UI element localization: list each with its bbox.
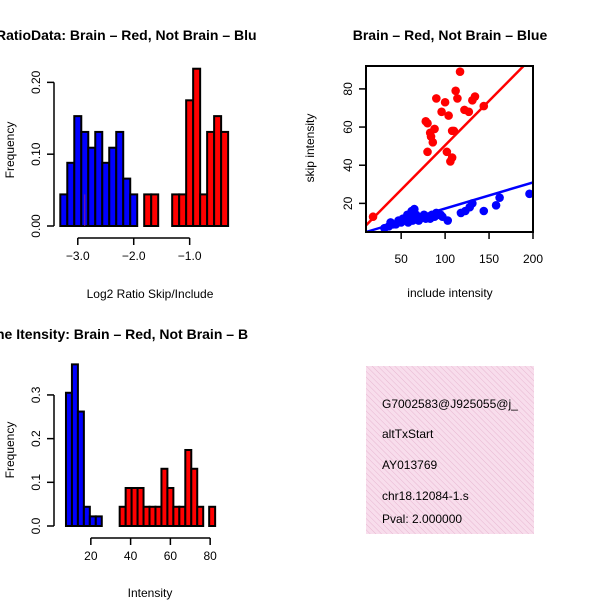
- scatter-point-brain-15: [447, 126, 457, 136]
- scatter-y-tick-label-3: 80: [341, 82, 355, 96]
- hist1-bar-brain-6: [199, 193, 209, 227]
- scatter-x-tick-label-2: 150: [479, 252, 499, 266]
- scatter-plot-area: [366, 66, 533, 232]
- intensity-histogram-title: ne Itensity: Brain – Red, Not Brain – B: [0, 326, 248, 342]
- hist1-bar-not-brain-1: [66, 161, 76, 228]
- hist3-bar-not-brain-2: [76, 410, 85, 527]
- scatter-point-brain-24: [423, 147, 432, 157]
- hist1-y-tick-label-1: 0.10: [29, 142, 43, 166]
- ratio-x-axis-label: Log2 Ratio Skip/Include: [87, 287, 214, 301]
- hist3-bar-not-brain-5: [94, 515, 103, 527]
- info-line-cluster: chr18.12084-1.s: [382, 489, 469, 503]
- hist3-y-tick-label-1: 0.1: [29, 474, 43, 491]
- hist1-bar-not-brain-0: [59, 193, 69, 227]
- hist3-bar-brain-14: [208, 505, 217, 528]
- scatter-point-not-brain-39: [525, 189, 533, 199]
- ratio-axes: −3.0 −2.0 −1.0 0.00 0.10 0.20: [29, 70, 202, 263]
- hist1-bar-brain-3: [178, 193, 188, 227]
- scatter-point-brain-18: [453, 94, 462, 103]
- scatter-point-not-brain-37: [491, 200, 501, 210]
- hist3-y-tick-label-0: 0.0: [29, 517, 43, 534]
- scatter-point-brain-5: [426, 132, 436, 141]
- hist1-bar-not-brain-9: [122, 177, 132, 228]
- scatter-point-not-brain-31: [443, 216, 453, 225]
- info-line-event: altTxStart: [382, 427, 434, 441]
- intensity-y-axis-label: Frequency: [3, 422, 17, 479]
- hist1-bar-not-brain-5: [94, 130, 104, 227]
- info-pval: Pval: 2.000000: [382, 512, 462, 526]
- hist1-bar-brain-0: [143, 193, 153, 227]
- hist1-bar-brain-1: [150, 193, 160, 227]
- scatter-panel: Brain – Red, Not Brain – Blue include in…: [303, 27, 547, 300]
- scatter-point-not-brain-38: [495, 193, 504, 202]
- scatter-fit-line-not-brain: [366, 181, 533, 232]
- scatter-point-brain-10: [444, 111, 453, 120]
- hist1-y-tick-label-2: 0.20: [29, 70, 43, 94]
- scatter-point-brain-2: [423, 118, 432, 128]
- scatter-point-brain-6: [430, 124, 439, 134]
- ratio-histogram-panel: RatioData: Brain – Red, Not Brain – Blu …: [0, 27, 257, 301]
- scatter-title: Brain – Red, Not Brain – Blue: [353, 27, 548, 43]
- scatter-marks: [366, 66, 533, 232]
- hist3-x-tick-label-1: 40: [124, 549, 138, 563]
- scatter-point-brain-17: [455, 67, 465, 77]
- hist3-x-tick-label-0: 20: [84, 549, 98, 563]
- scatter-plot-frame: [365, 65, 534, 233]
- scatter-x-axis-label: include intensity: [407, 286, 492, 300]
- hist3-x-tick-label-2: 60: [164, 549, 178, 563]
- scatter-x-tick-label-3: 200: [523, 252, 543, 266]
- hist1-bar-not-brain-2: [73, 115, 83, 227]
- hist1-y-tick-label-0: 0.00: [29, 214, 43, 238]
- hist1-bar-brain-9: [220, 130, 230, 227]
- hist3-y-tick-label-2: 0.2: [29, 430, 43, 447]
- ratio-histogram-title: RatioData: Brain – Red, Not Brain – Blu: [0, 27, 257, 43]
- intensity-histogram-panel: ne Itensity: Brain – Red, Not Brain – B …: [0, 326, 248, 600]
- hist3-y-tick-label-3: 0.3: [29, 386, 43, 403]
- scatter-point-brain-7: [432, 94, 441, 103]
- ratio-bars: [59, 67, 230, 228]
- hist1-bar-not-brain-4: [87, 146, 97, 227]
- hist1-overlap-bar-0: [84, 194, 86, 226]
- hist1-bar-not-brain-10: [129, 193, 139, 227]
- scatter-fit-line-brain: [366, 66, 526, 227]
- intensity-x-axis-label: Intensity: [128, 586, 173, 600]
- hist1-bar-not-brain-8: [115, 130, 125, 227]
- scatter-point-brain-12: [447, 153, 457, 162]
- hist1-bar-brain-4: [185, 99, 195, 227]
- scatter-y-tick-label-1: 40: [341, 158, 355, 172]
- scatter-axes: 50 100 150 200 20 40 60 80: [341, 65, 543, 266]
- hist1-x-tick-label-1: −2.0: [122, 249, 146, 263]
- scatter-point-brain-9: [440, 97, 450, 107]
- scatter-y-tick-label-2: 60: [341, 120, 355, 134]
- intensity-axes: 20 40 60 80 0.0 0.1 0.2 0.3: [29, 386, 217, 563]
- scatter-x-tick-label-0: 50: [394, 252, 408, 266]
- hist3-bar-brain-13: [196, 505, 205, 528]
- info-box-hatch: [366, 366, 534, 534]
- hist3-bar-brain-12: [190, 467, 199, 527]
- hist1-bar-brain-8: [213, 115, 223, 227]
- info-line-id: G7002583@J925055@j_: [382, 397, 518, 411]
- info-line-accession: AY013769: [382, 458, 437, 472]
- hist1-bar-brain-2: [171, 193, 181, 227]
- hist1-x-tick-label-0: −3.0: [66, 249, 90, 263]
- scatter-x-tick-label-1: 100: [435, 252, 455, 266]
- hist1-bar-not-brain-7: [108, 146, 118, 227]
- hist3-x-tick-label-3: 80: [203, 549, 217, 563]
- scatter-y-axis-label: skip intensity: [303, 114, 317, 183]
- hist1-bar-brain-5: [192, 67, 202, 227]
- scatter-point-brain-22: [470, 92, 480, 101]
- scatter-point-brain-8: [437, 107, 446, 117]
- scatter-point-brain-20: [464, 107, 474, 117]
- intensity-bars: [64, 363, 217, 528]
- scatter-point-brain-13: [442, 147, 452, 157]
- scatter-y-tick-label-0: 20: [341, 196, 355, 210]
- hist1-bar-brain-7: [206, 130, 216, 227]
- scatter-point-not-brain-36: [479, 206, 489, 216]
- hist1-x-tick-label-2: −1.0: [178, 249, 202, 263]
- info-panel: G7002583@J925055@j_ altTxStart AY013769 …: [366, 366, 534, 534]
- hist1-bar-not-brain-6: [101, 161, 111, 228]
- ratio-y-axis-label: Frequency: [3, 122, 17, 179]
- scatter-point-brain-16: [451, 86, 460, 96]
